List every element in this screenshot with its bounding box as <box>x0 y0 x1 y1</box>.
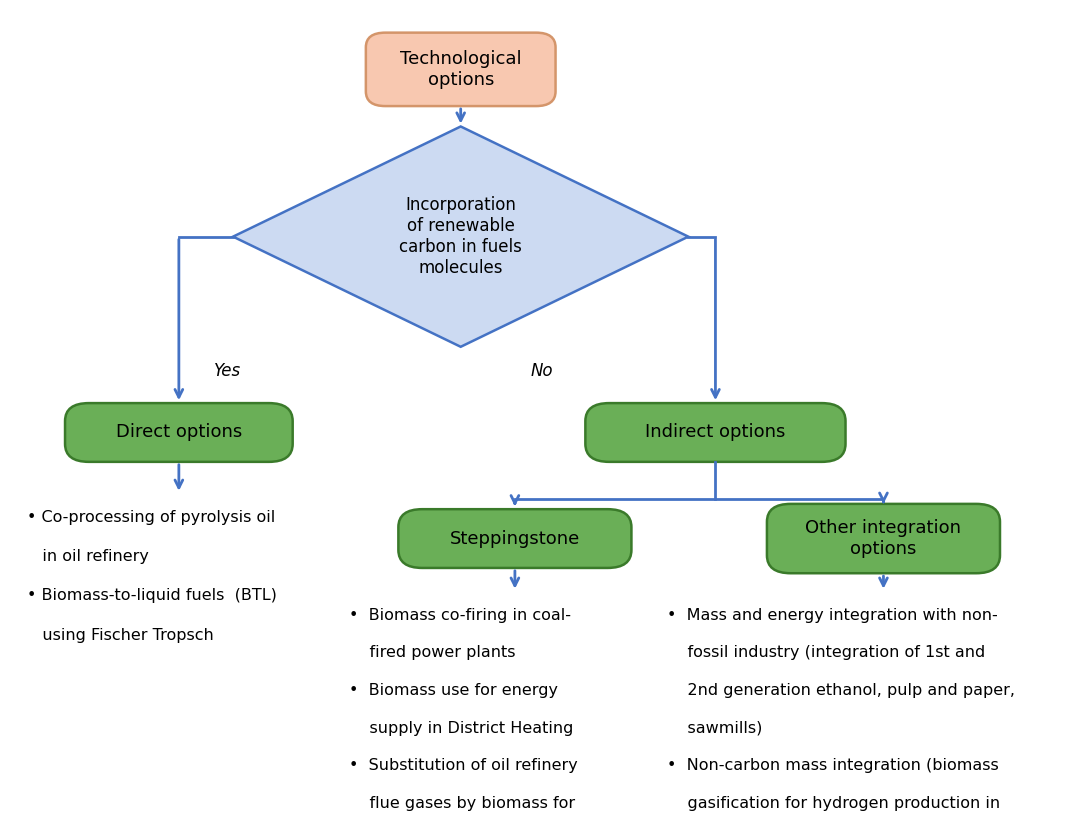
FancyBboxPatch shape <box>585 403 846 462</box>
Text: Indirect options: Indirect options <box>645 424 786 441</box>
Text: using Fischer Tropsch: using Fischer Tropsch <box>27 628 214 642</box>
Text: Other integration
options: Other integration options <box>805 519 962 558</box>
Text: • Co-processing of pyrolysis oil: • Co-processing of pyrolysis oil <box>27 510 275 525</box>
Polygon shape <box>233 126 688 347</box>
Text: supply in District Heating: supply in District Heating <box>349 721 573 735</box>
Text: •  Biomass use for energy: • Biomass use for energy <box>349 683 558 698</box>
Text: 2nd generation ethanol, pulp and paper,: 2nd generation ethanol, pulp and paper, <box>667 683 1015 698</box>
Text: Yes: Yes <box>214 362 242 380</box>
FancyBboxPatch shape <box>366 33 555 106</box>
FancyBboxPatch shape <box>399 509 631 568</box>
Text: •  Substitution of oil refinery: • Substitution of oil refinery <box>349 758 578 773</box>
Text: • Biomass-to-liquid fuels  (BTL): • Biomass-to-liquid fuels (BTL) <box>27 588 278 603</box>
Text: flue gases by biomass for: flue gases by biomass for <box>349 796 576 810</box>
Text: Technological
options: Technological options <box>400 50 521 89</box>
Text: Incorporation
of renewable
carbon in fuels
molecules: Incorporation of renewable carbon in fue… <box>399 197 522 277</box>
FancyBboxPatch shape <box>65 403 293 462</box>
Text: sawmills): sawmills) <box>667 721 762 735</box>
Text: fired power plants: fired power plants <box>349 645 516 660</box>
Text: •  Biomass co-firing in coal-: • Biomass co-firing in coal- <box>349 608 571 623</box>
Text: Steppingstone: Steppingstone <box>450 530 580 548</box>
Text: No: No <box>531 362 553 380</box>
Text: •  Mass and energy integration with non-: • Mass and energy integration with non- <box>667 608 997 623</box>
Text: Direct options: Direct options <box>116 424 242 441</box>
Text: in oil refinery: in oil refinery <box>27 549 149 564</box>
Text: gasification for hydrogen production in: gasification for hydrogen production in <box>667 796 999 810</box>
Text: fossil industry (integration of 1st and: fossil industry (integration of 1st and <box>667 645 985 660</box>
Text: •  Non-carbon mass integration (biomass: • Non-carbon mass integration (biomass <box>667 758 998 773</box>
FancyBboxPatch shape <box>766 503 999 573</box>
